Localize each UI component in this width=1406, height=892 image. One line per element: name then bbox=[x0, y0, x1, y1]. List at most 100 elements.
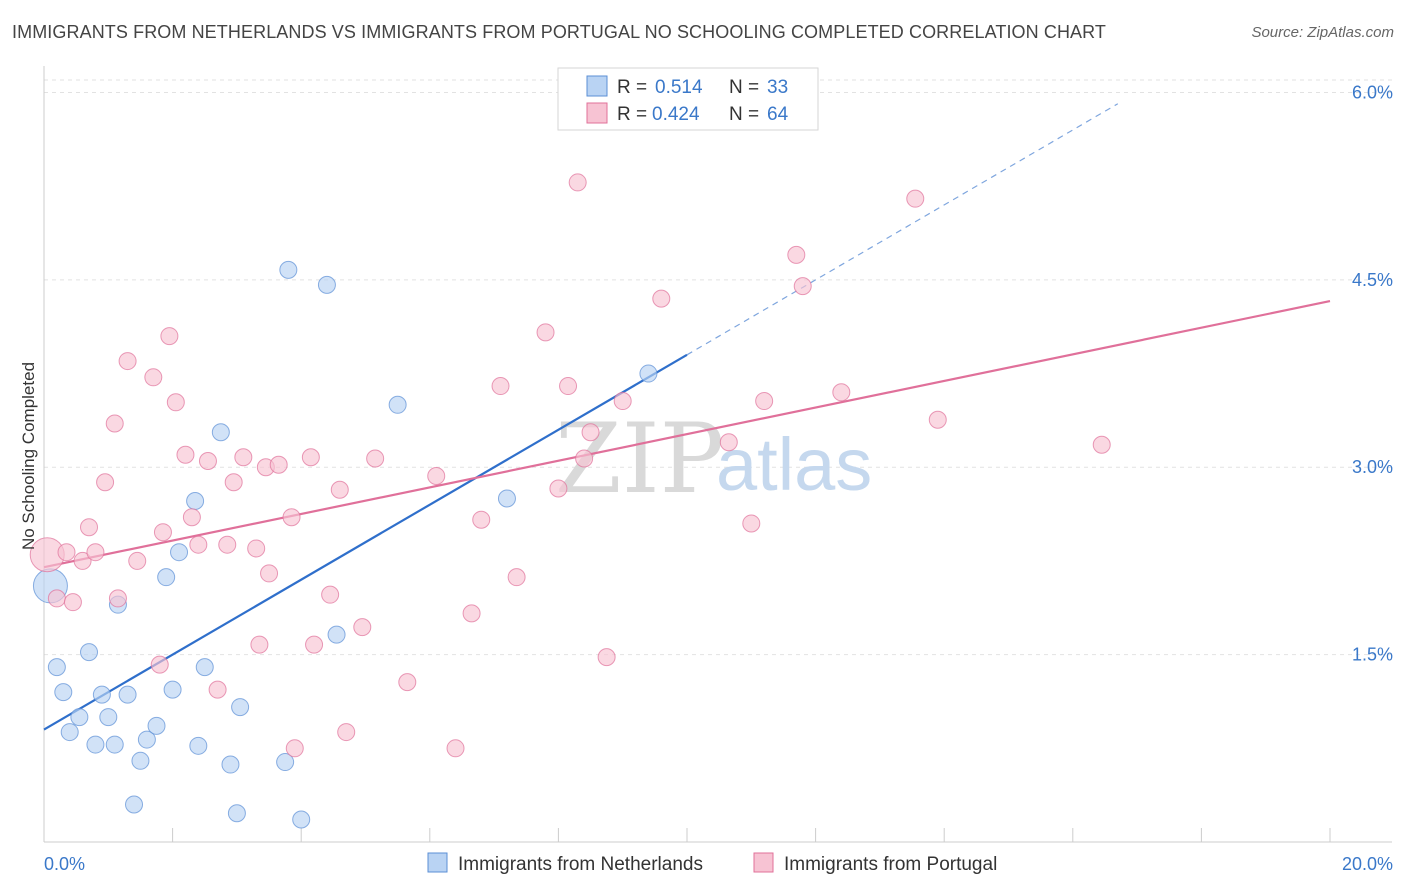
point-portugal bbox=[719, 433, 738, 452]
point-netherlands bbox=[327, 625, 346, 644]
point-netherlands bbox=[189, 736, 208, 755]
point-portugal bbox=[160, 327, 179, 346]
point-portugal bbox=[153, 523, 172, 542]
bottom-legend-swatch-portugal bbox=[753, 852, 774, 873]
point-netherlands bbox=[157, 568, 176, 587]
point-portugal bbox=[398, 673, 417, 692]
point-portugal bbox=[105, 414, 124, 433]
point-portugal bbox=[260, 564, 279, 583]
point-netherlands bbox=[211, 423, 230, 442]
point-portugal bbox=[559, 377, 578, 396]
point-portugal bbox=[536, 323, 555, 342]
legend-n-value-netherlands: 33 bbox=[767, 77, 788, 98]
y-tick-label: 4.5% bbox=[1352, 270, 1393, 290]
legend-r-label-netherlands: R = bbox=[617, 77, 647, 98]
point-netherlands bbox=[639, 364, 658, 383]
point-netherlands bbox=[86, 735, 105, 754]
bottom-legend: Immigrants from Netherlands Immigrants f… bbox=[427, 852, 997, 875]
point-portugal bbox=[832, 383, 851, 402]
point-portugal bbox=[906, 189, 925, 208]
point-portugal bbox=[301, 448, 320, 467]
point-netherlands bbox=[99, 708, 118, 727]
legend-swatch-netherlands bbox=[586, 75, 608, 97]
point-netherlands bbox=[221, 755, 240, 774]
point-netherlands bbox=[147, 716, 166, 735]
point-netherlands bbox=[137, 730, 156, 749]
watermark-atlas-text: atlas bbox=[716, 423, 872, 506]
point-portugal bbox=[269, 455, 288, 474]
point-portugal bbox=[507, 568, 526, 587]
point-netherlands bbox=[388, 395, 407, 414]
legend-n-label-portugal: N = bbox=[729, 104, 759, 125]
point-portugal bbox=[427, 466, 446, 485]
point-portugal bbox=[928, 410, 947, 429]
point-portugal bbox=[787, 245, 806, 264]
data-points bbox=[29, 173, 1111, 829]
point-portugal bbox=[652, 289, 671, 308]
trend-line-netherlands bbox=[43, 353, 688, 731]
legend-r-label-portugal: R = bbox=[617, 104, 647, 125]
point-netherlands bbox=[195, 658, 214, 677]
point-netherlands bbox=[92, 685, 111, 704]
point-portugal bbox=[285, 739, 304, 758]
source-label: Source: ZipAtlas.com bbox=[1251, 24, 1394, 41]
point-portugal bbox=[128, 551, 147, 570]
point-netherlands bbox=[70, 708, 89, 727]
point-netherlands bbox=[131, 751, 150, 770]
point-portugal bbox=[462, 604, 481, 623]
x-tick-label-max: 20.0% bbox=[1342, 854, 1393, 874]
point-portugal bbox=[330, 480, 349, 499]
point-portugal bbox=[189, 535, 208, 554]
point-portugal bbox=[150, 655, 169, 674]
legend-n-label-netherlands: N = bbox=[729, 77, 759, 98]
point-portugal bbox=[224, 473, 243, 492]
point-portugal bbox=[793, 277, 812, 296]
point-portugal bbox=[47, 589, 66, 608]
point-netherlands bbox=[47, 658, 66, 677]
point-netherlands bbox=[163, 680, 182, 699]
legend-n-value-portugal: 64 bbox=[767, 104, 789, 125]
point-portugal bbox=[250, 635, 269, 654]
y-axis-label: No Schooling Completed bbox=[19, 362, 38, 550]
point-portugal bbox=[321, 585, 340, 604]
bottom-legend-swatch-netherlands bbox=[427, 852, 448, 873]
point-netherlands bbox=[317, 275, 336, 294]
point-portugal bbox=[86, 543, 105, 562]
point-netherlands bbox=[125, 795, 144, 814]
point-portugal bbox=[305, 635, 324, 654]
point-portugal bbox=[108, 589, 127, 608]
point-portugal bbox=[234, 448, 253, 467]
point-netherlands bbox=[231, 698, 250, 717]
point-netherlands bbox=[497, 489, 516, 508]
point-netherlands bbox=[292, 810, 311, 829]
point-netherlands bbox=[170, 543, 189, 562]
point-portugal bbox=[198, 452, 217, 470]
point-netherlands bbox=[105, 735, 124, 754]
x-tick-label-min: 0.0% bbox=[44, 854, 85, 874]
trend-line-netherlands-extension bbox=[686, 103, 1119, 356]
point-portugal bbox=[73, 551, 92, 570]
point-portugal bbox=[144, 368, 163, 387]
watermark: ZIP atlas bbox=[555, 403, 872, 515]
point-portugal bbox=[176, 445, 195, 464]
point-portugal bbox=[575, 449, 594, 468]
point-portugal bbox=[446, 739, 465, 758]
point-portugal bbox=[1092, 435, 1111, 454]
legend-swatch-portugal bbox=[586, 102, 608, 124]
point-portugal bbox=[613, 392, 632, 411]
point-portugal bbox=[118, 352, 137, 371]
point-portugal bbox=[755, 392, 774, 411]
y-tick-label: 3.0% bbox=[1352, 457, 1393, 477]
point-portugal bbox=[597, 648, 616, 667]
bottom-legend-label-netherlands: Immigrants from Netherlands bbox=[458, 854, 703, 875]
point-netherlands bbox=[118, 685, 137, 704]
point-portugal bbox=[282, 508, 301, 527]
grid bbox=[44, 79, 1392, 656]
point-portugal bbox=[549, 479, 568, 498]
point-portugal bbox=[742, 514, 761, 533]
point-netherlands bbox=[186, 491, 205, 510]
axes: 1.5% 3.0% 4.5% 6.0% bbox=[43, 66, 1393, 843]
point-netherlands bbox=[60, 723, 79, 742]
point-portugal bbox=[63, 593, 82, 612]
